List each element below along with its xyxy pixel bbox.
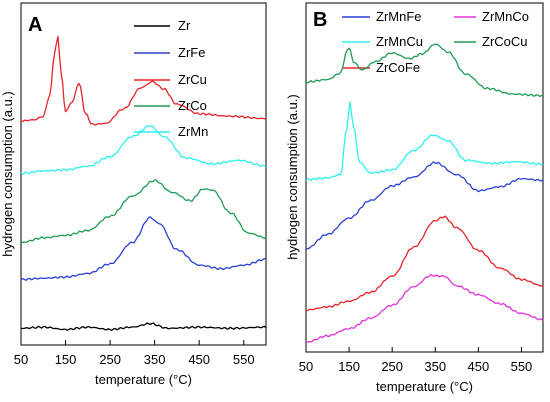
legend-label-zrcu: ZrCu: [178, 72, 207, 87]
x-tick-label: 550: [511, 359, 533, 374]
y-axis-title: hydrogen consumption (a.u.): [0, 91, 15, 256]
x-tick-label: 150: [55, 352, 77, 367]
series-line-zrcocu: [305, 43, 544, 98]
series-line-zrcofe: [305, 215, 544, 312]
x-tick-label: 350: [424, 359, 446, 374]
x-tick-label: 350: [144, 352, 166, 367]
series-line-zrfe: [20, 216, 267, 281]
x-tick-label: 450: [468, 359, 490, 374]
plot-frame: [20, 2, 267, 346]
legend-label-zrmn: ZrMn: [178, 124, 208, 139]
x-tick-label: 150: [338, 359, 360, 374]
x-tick-label: 50: [14, 352, 28, 367]
x-axis-title: temperature (°C): [95, 372, 192, 387]
x-tick-label: 450: [188, 352, 210, 367]
series-line-zrmnfe: [306, 161, 544, 250]
y-axis-title: hydrogen consumption (a.u.): [285, 94, 300, 259]
series-line-zrmn: [20, 125, 267, 175]
panel-label: A: [28, 14, 42, 36]
plot-frame: [305, 2, 544, 353]
legend-label-zrcofe: ZrCoFe: [376, 60, 420, 75]
legend-label-zrcocu: ZrCoCu: [482, 34, 528, 49]
panel-b: 50 150 250 350 450 550 temperature (°C) hydroge…: [285, 2, 544, 394]
x-tick-label: 50: [299, 359, 313, 374]
x-tick-label: 250: [381, 359, 403, 374]
legend-label-zrmnfe: ZrMnFe: [376, 9, 422, 24]
panel-a: 50 150 250 350 450 550 temperature (°C) hydroge…: [0, 2, 267, 387]
legend-label-zrfe: ZrFe: [178, 45, 205, 60]
series-line-zrco: [20, 179, 267, 244]
series-line-zrmncu: [305, 101, 544, 181]
x-tick-label: 250: [99, 352, 121, 367]
x-tick-label: 550: [233, 352, 255, 367]
series-line-zrcu: [20, 35, 267, 126]
legend-label-zrmnco: ZrMnCo: [482, 9, 529, 24]
series-line-zrmnco: [305, 273, 544, 344]
x-axis-title: temperature (°C): [376, 379, 473, 394]
legend-label-zr: Zr: [178, 18, 191, 33]
legend-label-zrmncu: ZrMnCu: [376, 34, 423, 49]
panel-label: B: [313, 9, 327, 31]
legend-label-zrco: ZrCo: [178, 98, 207, 113]
series-line-zr: [20, 322, 267, 332]
